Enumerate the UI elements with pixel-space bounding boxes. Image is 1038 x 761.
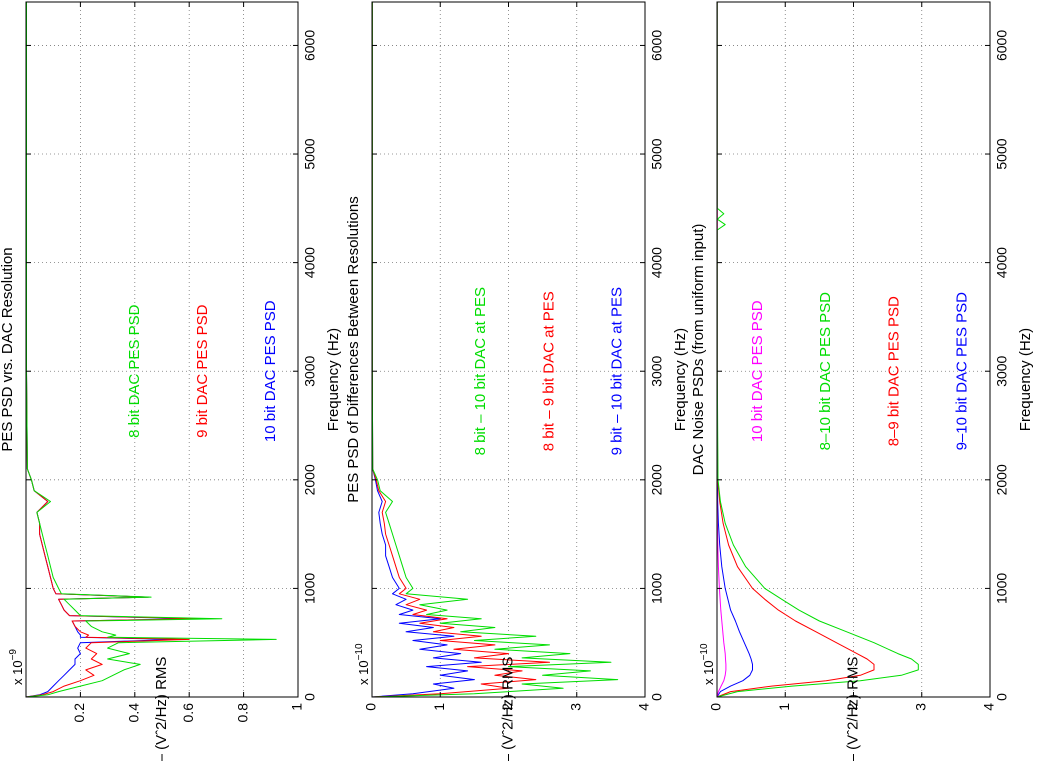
y-tick-label: 1 [776,703,792,711]
y-tick-label: 0 [363,703,379,711]
y-tick-label: 3 [912,703,928,711]
x-tick-label: 6000 [648,30,664,61]
x-axis-label: Frequency (Hz) [325,328,342,431]
x-tick-label: 4000 [648,247,664,278]
series-annotation-2: 9 bit DAC PES PSD [194,304,211,438]
series-line-3 [371,2,619,698]
series-annotation-2: 8 bit – 9 bit DAC at PES [540,291,557,451]
chart-title: PES PSD vrs. DAC Resolution [0,247,16,451]
x-tick-label: 4000 [301,247,317,278]
subplot-2: 0 1000 2000 3000 4000 5000 6000 0 1 2 3 4 x 10−10 PSD… [345,1,689,761]
x-axis-label: Frequency (Hz) [1017,328,1034,431]
x-tick-label: 1000 [648,573,664,604]
exponent-base: x 10 [701,660,716,685]
axis-exponent-label: x 10−9 [8,649,26,685]
exponent-base: x 10 [10,660,25,685]
x-tick-label: 1000 [301,573,317,604]
y-tick-label: 2 [499,703,515,711]
series-line-3 [716,2,919,698]
series-annotation-1: 9–10 bit DAC PES PSD [954,292,971,451]
y-tick-label: 4 [636,703,652,711]
series-annotation-1: 10 bit DAC PES PSD [262,300,279,442]
exponent-power: −10 [699,643,710,660]
x-axis-label: Frequency (Hz) [672,328,689,431]
axis-exponent-label: x 10−10 [354,643,372,685]
series-line-1 [371,2,482,698]
x-tick-label: 3000 [301,355,317,386]
x-tick-label: 5000 [993,138,1009,169]
x-tick-label: 2000 [648,464,664,495]
subplot-1: 0 1000 2000 3000 4000 5000 6000 0.2 0.4 0.6 0.8 1 x … [0,1,342,761]
y-tick-label: 0.6 [180,703,196,723]
series-annotation-3: 8–10 bit DAC PES PSD [817,292,834,451]
exponent-power: −10 [354,643,365,660]
y-axis-label: PSD – (Vˆ2/Hz) RMS [499,657,516,761]
plot-frame [25,1,299,698]
x-tick-label: 4000 [993,247,1009,278]
series-annotation-4: 10 bit DAC PES PSD [749,300,766,442]
x-tick-label: 3000 [648,355,664,386]
y-axis-label: PSD – (Vˆ2/Hz) RMS [153,657,170,761]
y-axis-label: PSD – (Vˆ2/Hz) RMS [844,657,861,761]
x-tick-label: 6000 [993,30,1009,61]
y-tick-label: 0.2 [71,703,87,723]
x-tick-label: 3000 [993,355,1009,386]
chart-title: DAC Noise PSDs (from uniform input) [690,224,707,476]
subplot-3: 0 1000 2000 3000 4000 5000 6000 0 1 2 3 4 x 10−10 PSD… [690,1,1034,761]
x-tick-label: 0 [648,693,664,701]
x-tick-label: 0 [993,693,1009,701]
y-tick-label: 0.4 [126,703,142,723]
x-tick-label: 5000 [648,138,664,169]
axis-exponent-label: x 10−10 [699,643,717,685]
y-tick-label: 0 [708,703,724,711]
series-annotation-3: 8 bit – 10 bit DAC at PES [472,287,489,455]
series-line-3 [25,2,277,698]
x-tick-label: 6000 [301,30,317,61]
y-tick-label: 1 [431,703,447,711]
x-tick-label: 2000 [993,464,1009,495]
y-tick-label: 1 [289,703,305,711]
x-tick-label: 0 [301,693,317,701]
y-tick-label: 4 [981,703,997,711]
series-line-2 [371,2,550,698]
x-tick-label: 5000 [301,138,317,169]
y-tick-label: 2 [844,703,860,711]
chart-title: PES PSD of Differences Between Resolutio… [345,196,362,503]
series-annotation-1: 9 bit – 10 bit DAC at PES [609,287,626,455]
series-annotation-2: 8–9 bit DAC PES PSD [885,296,902,446]
x-tick-label: 1000 [993,573,1009,604]
y-tick-label: 3 [567,703,583,711]
x-tick-label: 2000 [301,464,317,495]
y-tick-label: 0.8 [234,703,250,723]
exponent-base: x 10 [356,660,371,685]
exponent-power: −9 [8,649,19,661]
series-annotation-3: 8 bit DAC PES PSD [126,304,143,438]
